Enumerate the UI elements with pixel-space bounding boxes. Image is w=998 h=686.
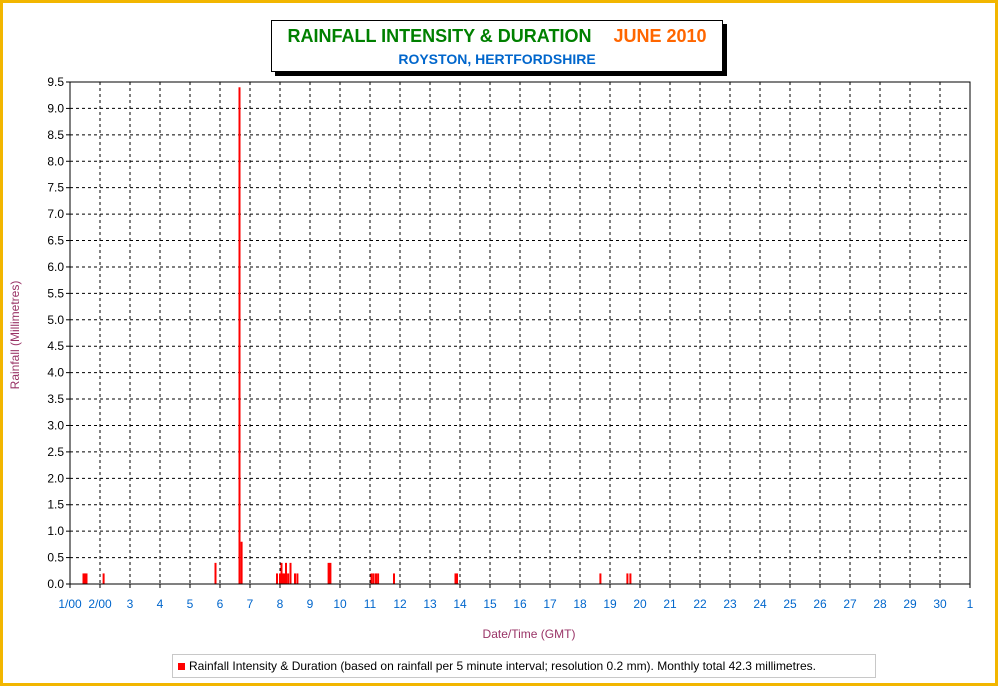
rainfall-bars	[82, 87, 632, 584]
y-tick-label: 8.0	[47, 154, 64, 168]
chart-title-month: JUNE 2010	[613, 26, 707, 46]
x-tick-label: 3	[127, 597, 134, 611]
rainfall-bar	[289, 562, 292, 584]
x-tick-label: 17	[543, 597, 557, 611]
rainfall-bar	[280, 562, 283, 584]
rainfall-bar	[240, 541, 243, 584]
title-box: RAINFALL INTENSITY & DURATION JUNE 2010 R…	[271, 20, 723, 72]
x-tick-label: 13	[423, 597, 437, 611]
x-tick-label: 4	[157, 597, 164, 611]
x-tick-label: 28	[873, 597, 887, 611]
y-tick-label: 6.5	[47, 234, 64, 248]
x-tick-label: 14	[453, 597, 467, 611]
y-tick-label: 4.0	[47, 366, 64, 380]
y-tick-label: 0.0	[47, 577, 64, 591]
legend: Rainfall Intensity & Duration (based on …	[172, 654, 876, 678]
x-tick-label: 24	[753, 597, 767, 611]
y-tick-label: 9.0	[47, 101, 64, 115]
x-axis-label: Date/Time (GMT)	[482, 627, 576, 641]
rainfall-bar	[599, 573, 602, 584]
rainfall-bar	[276, 573, 278, 584]
x-tick-label: 1	[967, 597, 974, 611]
y-tick-label: 8.5	[47, 128, 64, 142]
rainfall-bar	[372, 573, 375, 584]
y-tick-label: 3.0	[47, 418, 64, 432]
rainfall-bar	[102, 573, 105, 584]
rainfall-bar	[296, 573, 299, 584]
rainfall-bar	[375, 573, 377, 584]
rainfall-bar	[238, 87, 241, 584]
x-tick-label: 30	[933, 597, 947, 611]
y-axis-label: Rainfall (Millimetres)	[8, 280, 22, 390]
x-tick-label: 21	[663, 597, 677, 611]
x-tick-label: 18	[573, 597, 587, 611]
x-tick-label: 2/00	[88, 597, 112, 611]
rainfall-bar	[456, 573, 458, 584]
rainfall-bar	[294, 573, 296, 584]
y-tick-labels: 0.0 0.5 1.0 1.5 2.0 2.5 3.0 3.5 4.0 4.5 5.0 5.5 6.0 6…	[47, 75, 70, 591]
rainfall-bar	[370, 573, 373, 584]
x-tick-label: 1/00	[58, 597, 82, 611]
x-tick-label: 22	[693, 597, 707, 611]
y-tick-label: 0.5	[47, 551, 64, 565]
chart-subtitle: ROYSTON, HERTFORDSHIRE	[398, 51, 596, 67]
y-tick-label: 7.5	[47, 181, 64, 195]
x-tick-label: 7	[247, 597, 254, 611]
y-tick-label: 2.0	[47, 471, 64, 485]
chart-title: RAINFALL INTENSITY & DURATION	[287, 26, 592, 46]
rainfall-bar	[84, 573, 86, 584]
y-tick-label: 1.0	[47, 524, 64, 538]
x-tick-label: 9	[307, 597, 314, 611]
rainfall-bar	[82, 573, 85, 584]
legend-swatch	[178, 662, 185, 670]
y-tick-label: 1.5	[47, 498, 64, 512]
y-tick-label: 6.0	[47, 260, 64, 274]
x-tick-label: 19	[603, 597, 617, 611]
grid-lines	[70, 82, 970, 584]
x-tick-label: 16	[513, 597, 527, 611]
rainfall-bar	[329, 562, 332, 584]
x-tick-label: 26	[813, 597, 827, 611]
x-tick-label: 23	[723, 597, 737, 611]
x-tick-label: 25	[783, 597, 797, 611]
rainfall-bar	[282, 573, 284, 584]
x-tick-label: 15	[483, 597, 497, 611]
y-tick-label: 7.0	[47, 207, 64, 221]
rainfall-bar	[279, 573, 281, 584]
rainfall-bar	[285, 562, 287, 584]
rainfall-bar	[454, 573, 457, 584]
title-line: RAINFALL INTENSITY & DURATION JUNE 2010	[272, 26, 722, 47]
x-tick-label: 20	[633, 597, 647, 611]
x-tick-label: 5	[187, 597, 194, 611]
rainfall-bar	[327, 562, 330, 584]
y-tick-label: 9.5	[47, 75, 64, 89]
rainfall-bar	[626, 573, 629, 584]
x-tick-labels: 1/00 2/00 3 4 5 6 7 8 9 10 11 12 13 14 15 16 17 18 19 20 21 2…	[58, 584, 974, 611]
y-tick-label: 4.5	[47, 339, 64, 353]
rainfall-bar	[393, 573, 395, 584]
rainfall-bar	[283, 573, 286, 584]
x-tick-label: 12	[393, 597, 407, 611]
rainfall-bar	[629, 573, 632, 584]
x-tick-label: 8	[277, 597, 284, 611]
y-tick-label: 2.5	[47, 445, 64, 459]
legend-label: Rainfall Intensity & Duration (based on …	[189, 659, 816, 673]
x-tick-label: 11	[364, 597, 377, 611]
x-tick-label: 6	[217, 597, 224, 611]
rainfall-bar	[287, 573, 290, 584]
x-tick-label: 27	[843, 597, 857, 611]
y-tick-label: 5.5	[47, 286, 64, 300]
rainfall-bar	[214, 562, 217, 584]
x-tick-label: 29	[903, 597, 917, 611]
y-tick-label: 3.5	[47, 392, 64, 406]
x-tick-label: 10	[333, 597, 347, 611]
rainfall-bar	[377, 573, 380, 584]
y-tick-label: 5.0	[47, 313, 64, 327]
rainfall-bar	[85, 573, 88, 584]
